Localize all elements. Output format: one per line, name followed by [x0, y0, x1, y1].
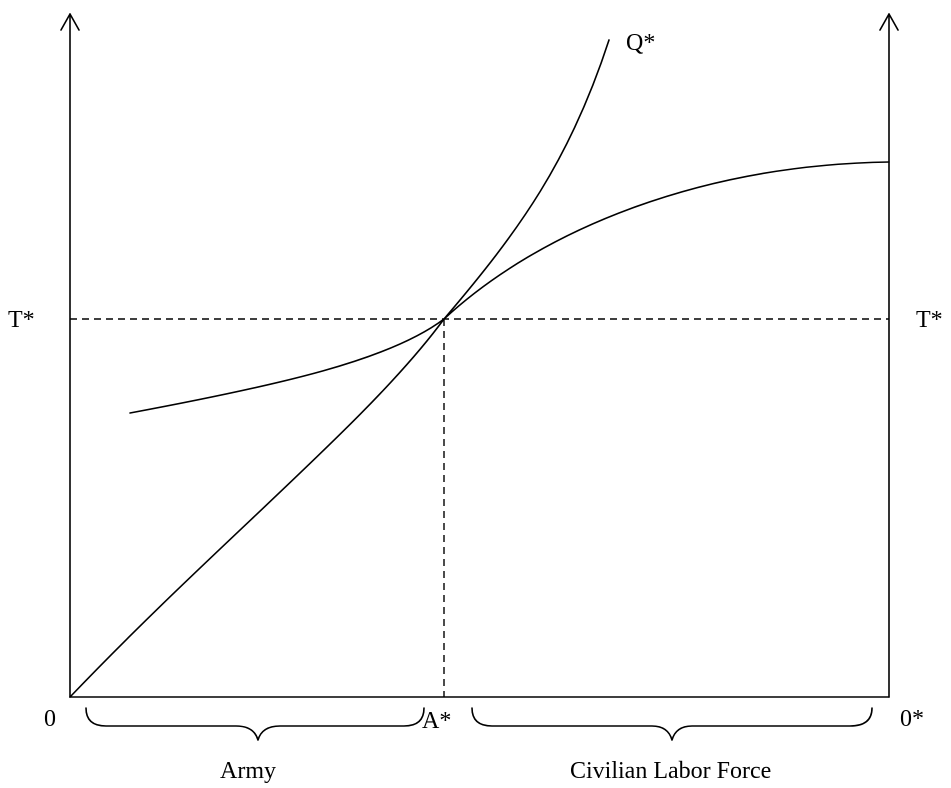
t-star-left-label: T*: [8, 307, 35, 333]
a-star-label: A*: [422, 708, 451, 734]
civilian-curve: [129, 161, 890, 414]
origin-right-label: 0*: [900, 706, 924, 732]
right-axis-arrowhead: [879, 13, 899, 31]
army-brace: [85, 707, 425, 741]
civilian-labor-force-label: Civilian Labor Force: [570, 758, 771, 784]
t-star-right-label: T*: [916, 307, 943, 333]
civilian-labor-force-brace: [471, 707, 873, 741]
q-star-curve: [69, 39, 610, 698]
army-label: Army: [220, 758, 276, 784]
origin-left-label: 0: [44, 706, 56, 732]
left-axis-arrowhead: [60, 13, 80, 31]
q-star-label: Q*: [626, 30, 655, 56]
